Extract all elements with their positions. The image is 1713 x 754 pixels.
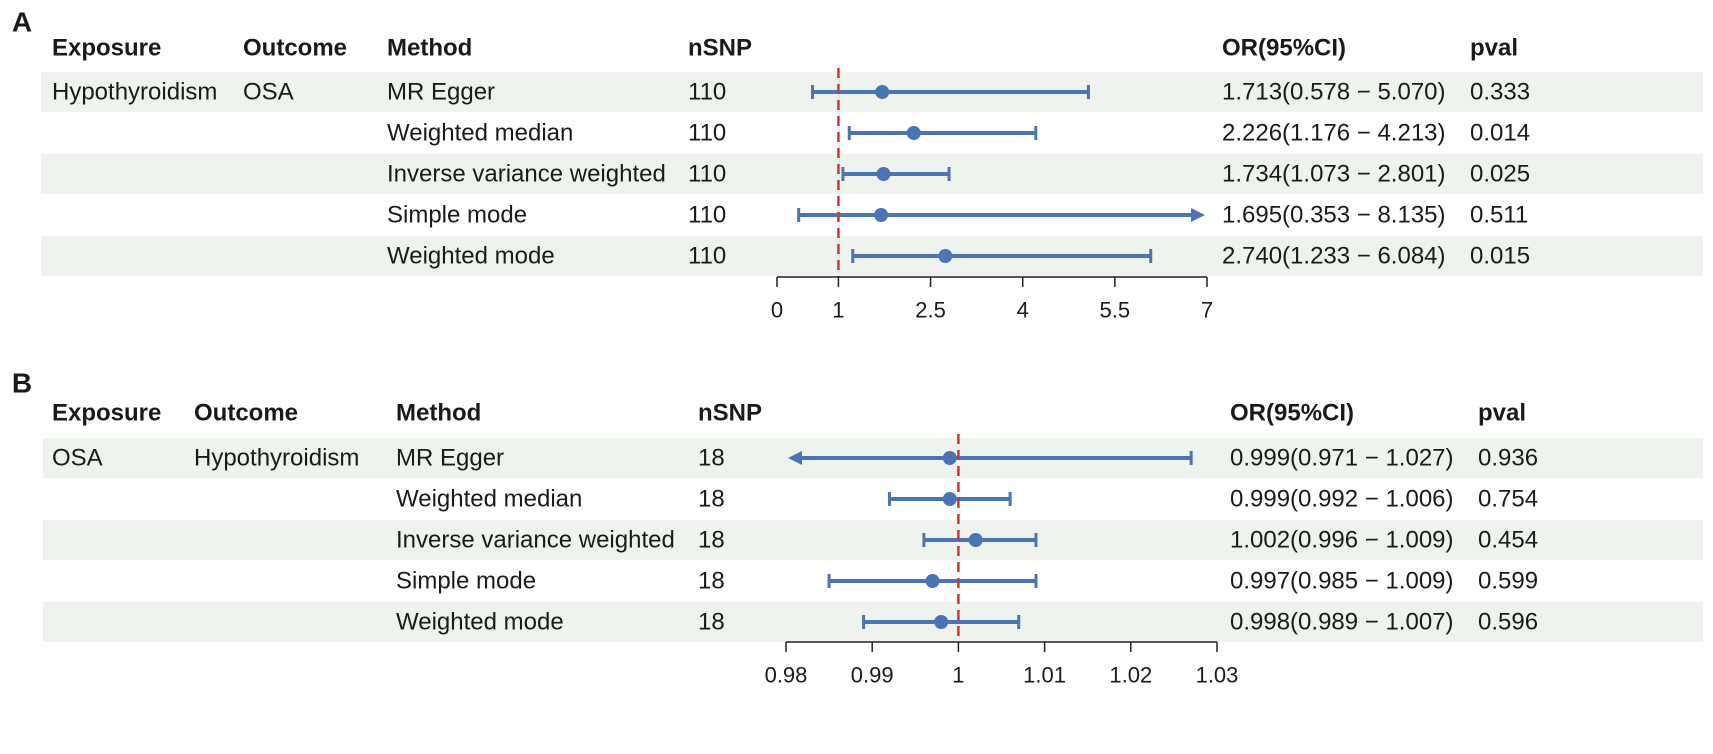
or-point [942,451,957,465]
pval-value: 0.754 [1478,486,1538,513]
or-point [942,492,957,506]
method-label: Simple mode [396,568,536,595]
panel-letter: B [12,368,32,399]
column-header-nsnp: nSNP [698,400,762,427]
panel-letter: A [12,7,32,38]
or-point [874,208,889,222]
or-point [934,615,949,629]
or-point [906,126,921,140]
or-point [875,85,890,99]
x-tick-label: 1.02 [1109,663,1152,688]
x-tick-label: 0.99 [851,663,894,688]
column-header-method: Method [387,35,472,62]
or-ci-value: 1.695(0.353 − 8.135) [1222,202,1446,229]
or-ci-value: 0.997(0.985 − 1.009) [1230,568,1454,595]
or-ci-value: 2.740(1.233 − 6.084) [1222,243,1446,270]
nsnp-value: 110 [688,120,726,147]
column-header-pval: pval [1470,35,1518,62]
x-tick-label: 2.5 [915,298,946,323]
x-tick-label: 1.03 [1196,663,1239,688]
column-header-out: Outcome [194,400,298,427]
pval-value: 0.014 [1470,120,1530,147]
pval-value: 0.596 [1478,609,1538,636]
nsnp-value: 18 [698,568,725,595]
x-tick-label: 0 [771,298,783,323]
or-ci-value: 0.999(0.971 − 1.027) [1230,445,1454,472]
nsnp-value: 110 [688,202,726,229]
pval-value: 0.936 [1478,445,1538,472]
or-point [968,533,983,547]
row-stripe [43,520,1703,560]
method-label: Simple mode [387,202,527,229]
column-header-exp: Exposure [52,35,161,62]
or-ci-value: 1.002(0.996 − 1.009) [1230,527,1454,554]
method-label: Weighted median [387,120,573,147]
pval-value: 0.511 [1470,202,1528,229]
pval-value: 0.333 [1470,79,1530,106]
nsnp-value: 18 [698,486,725,513]
column-header-out: Outcome [243,35,347,62]
exposure-label: Hypothyroidism [52,79,217,106]
nsnp-value: 18 [698,527,725,554]
x-tick-label: 1.01 [1023,663,1066,688]
pval-value: 0.454 [1478,527,1538,554]
outcome-label: OSA [243,79,294,106]
method-label: Weighted median [396,486,582,513]
pval-value: 0.015 [1470,243,1530,270]
or-ci-value: 1.713(0.578 − 5.070) [1222,79,1446,106]
method-label: Inverse variance weighted [387,161,666,188]
x-tick-label: 1 [832,298,844,323]
method-label: Weighted mode [396,609,564,636]
column-header-pval: pval [1478,400,1526,427]
column-header-method: Method [396,400,481,427]
ci-arrow-left [788,451,802,465]
column-header-exp: Exposure [52,400,161,427]
nsnp-value: 18 [698,609,725,636]
or-point [938,249,953,263]
x-tick-label: 4 [1017,298,1029,323]
method-label: MR Egger [396,445,504,472]
nsnp-value: 110 [688,79,726,106]
column-header-orci: OR(95%CI) [1230,400,1354,427]
method-label: Weighted mode [387,243,555,270]
outcome-label: Hypothyroidism [194,445,359,472]
method-label: Inverse variance weighted [396,527,675,554]
or-ci-value: 1.734(1.073 − 2.801) [1222,161,1446,188]
exposure-label: OSA [52,445,103,472]
x-tick-label: 5.5 [1100,298,1131,323]
x-tick-label: 1 [952,663,964,688]
pval-value: 0.025 [1470,161,1530,188]
nsnp-value: 110 [688,161,726,188]
x-tick-label: 7 [1201,298,1213,323]
or-ci-value: 2.226(1.176 − 4.213) [1222,120,1446,147]
column-header-nsnp: nSNP [688,35,752,62]
column-header-orci: OR(95%CI) [1222,35,1346,62]
or-ci-value: 0.999(0.992 − 1.006) [1230,486,1454,513]
or-point [925,574,940,588]
method-label: MR Egger [387,79,495,106]
nsnp-value: 110 [688,243,726,270]
ci-arrow-right [1191,208,1205,222]
pval-value: 0.599 [1478,568,1538,595]
x-tick-label: 0.98 [765,663,808,688]
or-point [876,167,891,181]
nsnp-value: 18 [698,445,725,472]
or-ci-value: 0.998(0.989 − 1.007) [1230,609,1454,636]
